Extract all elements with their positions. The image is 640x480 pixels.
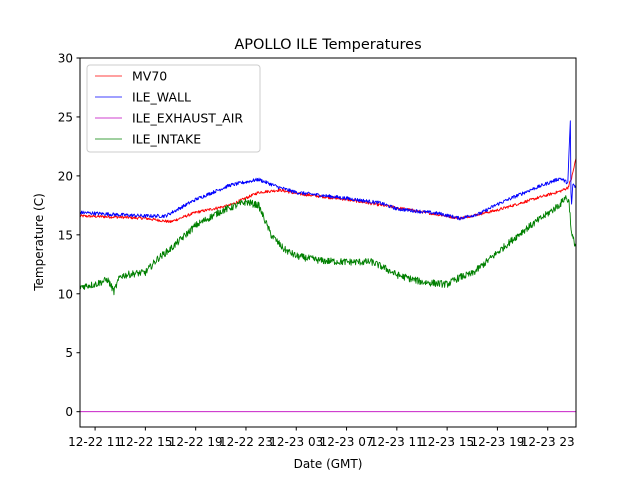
y-axis-label: Temperature (C): [32, 193, 46, 292]
x-tick-label: 12-22 23: [219, 435, 273, 449]
series-line-ile-wall: [79, 120, 577, 221]
plot-area: [79, 120, 577, 413]
chart-title: APOLLO ILE Temperatures: [234, 37, 421, 53]
x-tick-label: 12-22 11: [68, 435, 122, 449]
x-tick-label: 12-23 11: [370, 435, 424, 449]
y-axis: 0 5 10 15 20 25 30: [58, 52, 80, 419]
legend-label: MV70: [132, 69, 167, 84]
y-tick-label: 20: [58, 169, 73, 183]
x-tick-label: 12-23 03: [269, 435, 323, 449]
legend-box: [86, 64, 261, 153]
x-tick-label: 12-23 23: [521, 435, 575, 449]
series-line-ile-intake: [79, 195, 577, 296]
y-tick-label: 15: [58, 228, 73, 242]
series-line-mv70: [79, 158, 577, 224]
y-tick-label: 25: [58, 110, 73, 124]
x-tick-label: 12-23 07: [320, 435, 374, 449]
x-tick-label: 12-22 15: [118, 435, 172, 449]
legend: MV70 ILE_WALL ILE_EXHAUST_AIR ILE_INTAKE: [86, 64, 261, 153]
x-tick-label: 12-23 19: [470, 435, 524, 449]
y-tick-label: 0: [65, 405, 73, 419]
x-axis-label: Date (GMT): [294, 457, 363, 471]
legend-label: ILE_INTAKE: [132, 132, 201, 147]
y-tick-label: 30: [58, 52, 73, 66]
legend-label: ILE_WALL: [132, 90, 191, 105]
y-tick-label: 5: [65, 346, 73, 360]
legend-label: ILE_EXHAUST_AIR: [132, 111, 243, 126]
x-tick-label: 12-23 15: [420, 435, 474, 449]
x-tick-label: 12-22 19: [169, 435, 223, 449]
axes-frame: [79, 57, 577, 428]
y-tick-label: 10: [58, 287, 73, 301]
